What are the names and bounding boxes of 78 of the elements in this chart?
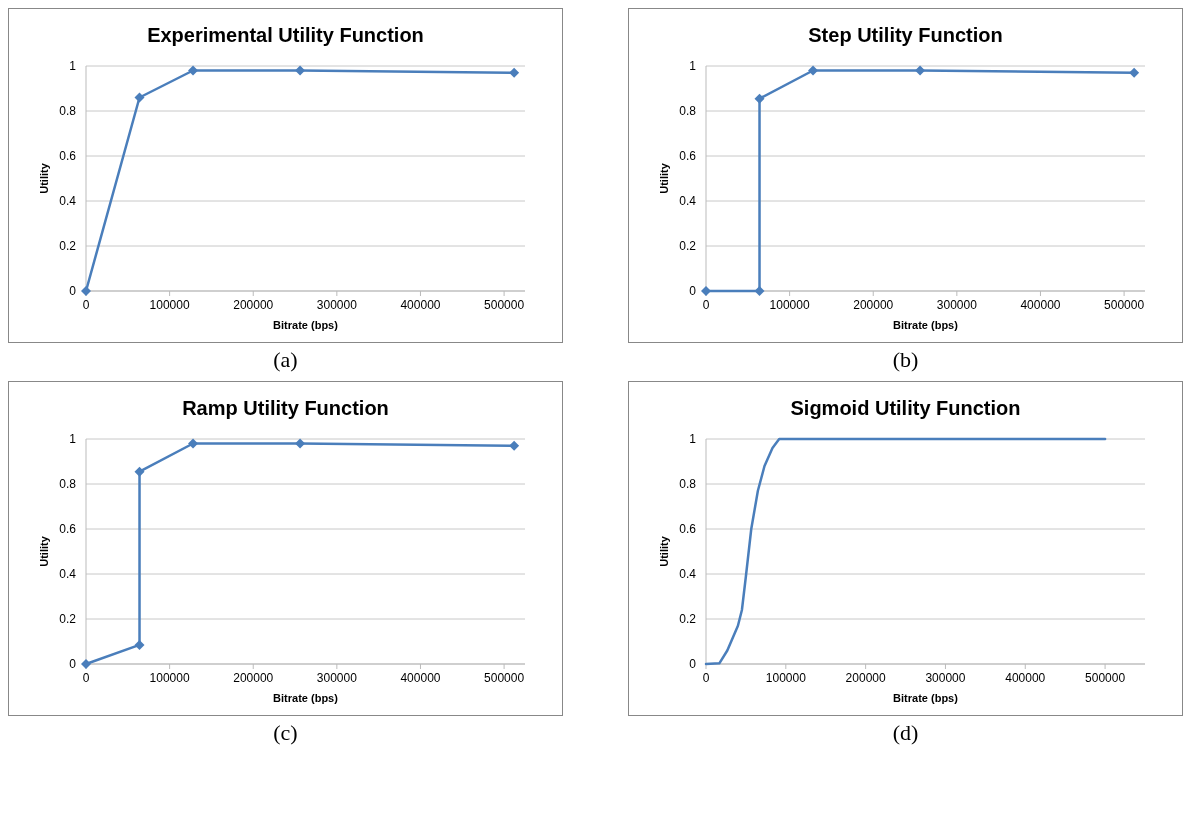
x-tick-label: 300000 — [936, 298, 978, 312]
x-tick-label: 200000 — [853, 298, 894, 312]
y-tick-label: 1 — [69, 432, 77, 446]
x-tick-label: 100000 — [769, 298, 810, 312]
point — [754, 286, 765, 296]
x-tick-label: 500000 — [1104, 298, 1145, 312]
x-tick-label: 100000 — [149, 298, 190, 312]
y-tick-label: 0.8 — [679, 104, 697, 118]
y-tick-label: 0.6 — [679, 522, 697, 536]
x-tick-label: 500000 — [484, 298, 525, 312]
x-axis-title: Bitrate (bps) — [273, 319, 339, 331]
y-tick-label: 0.4 — [59, 194, 77, 208]
x-tick-label: 300000 — [316, 671, 358, 685]
x-tick-label: 400000 — [400, 671, 441, 685]
y-tick-label: 0 — [69, 284, 77, 298]
x-tick-label: 100000 — [765, 671, 807, 685]
point — [915, 65, 926, 76]
x-tick-label: 0 — [82, 298, 90, 312]
point — [134, 92, 145, 103]
text: (b) — [891, 347, 920, 373]
point — [134, 639, 145, 650]
y-tick-label: 1 — [69, 59, 77, 73]
x-axis-title: Bitrate (bps) — [893, 692, 959, 704]
point — [295, 438, 306, 449]
y-tick-label: 0.8 — [59, 477, 77, 491]
chart-title: Step Utility Function — [808, 24, 1003, 46]
x-tick-label: 300000 — [925, 671, 966, 685]
x-tick-label: 500000 — [1085, 671, 1126, 685]
y-tick-label: 0.2 — [679, 239, 697, 253]
y-tick-label: 0 — [69, 657, 77, 671]
point — [509, 440, 520, 451]
chart-title: Ramp Utility Function — [182, 397, 389, 419]
point — [188, 65, 199, 76]
y-tick-label: 0.6 — [59, 149, 77, 163]
y-axis-title: Utility — [38, 535, 50, 567]
y-tick-label: 0.2 — [59, 239, 77, 253]
y-tick-label: 1 — [689, 432, 697, 446]
point — [754, 93, 765, 104]
chart-title: Sigmoid Utility Function — [790, 397, 1021, 419]
x-tick-label: 200000 — [233, 671, 274, 685]
y-tick-label: 0.4 — [679, 194, 697, 208]
text: (a) — [272, 347, 299, 373]
y-tick-label: 1 — [689, 59, 697, 73]
point — [1129, 67, 1140, 78]
point — [509, 67, 520, 78]
point — [188, 438, 199, 449]
point — [295, 65, 306, 76]
text: (c) — [272, 720, 299, 746]
y-tick-label: 0.4 — [59, 567, 77, 581]
x-axis-title: Bitrate (bps) — [273, 692, 339, 704]
x-tick-label: 100000 — [149, 671, 190, 685]
y-tick-label: 0.2 — [59, 612, 77, 626]
chart-title: Experimental Utility Function — [147, 24, 424, 46]
x-tick-label: 0 — [702, 671, 710, 685]
y-axis-title: Utility — [658, 162, 670, 194]
y-tick-label: 0.8 — [679, 477, 697, 491]
y-tick-label: 0 — [689, 284, 697, 298]
y-tick-label: 0 — [689, 657, 697, 671]
text: (d) — [891, 720, 920, 746]
point — [134, 466, 145, 477]
y-tick-label: 0.4 — [679, 567, 697, 581]
y-axis-title: Utility — [658, 535, 670, 567]
y-tick-label: 0.2 — [679, 612, 697, 626]
x-tick-label: 0 — [82, 671, 90, 685]
x-tick-label: 200000 — [233, 298, 274, 312]
x-tick-label: 400000 — [400, 298, 441, 312]
y-tick-label: 0.8 — [59, 104, 77, 118]
x-tick-label: 400000 — [1005, 671, 1046, 685]
x-axis-title: Bitrate (bps) — [893, 319, 959, 331]
x-tick-label: 200000 — [845, 671, 886, 685]
y-axis-title: Utility — [38, 162, 50, 194]
y-tick-label: 0.6 — [679, 149, 697, 163]
point — [808, 65, 819, 76]
x-tick-label: 500000 — [484, 671, 525, 685]
x-tick-label: 0 — [702, 298, 710, 312]
x-tick-label: 400000 — [1020, 298, 1061, 312]
y-tick-label: 0.6 — [59, 522, 77, 536]
x-tick-label: 300000 — [316, 298, 358, 312]
